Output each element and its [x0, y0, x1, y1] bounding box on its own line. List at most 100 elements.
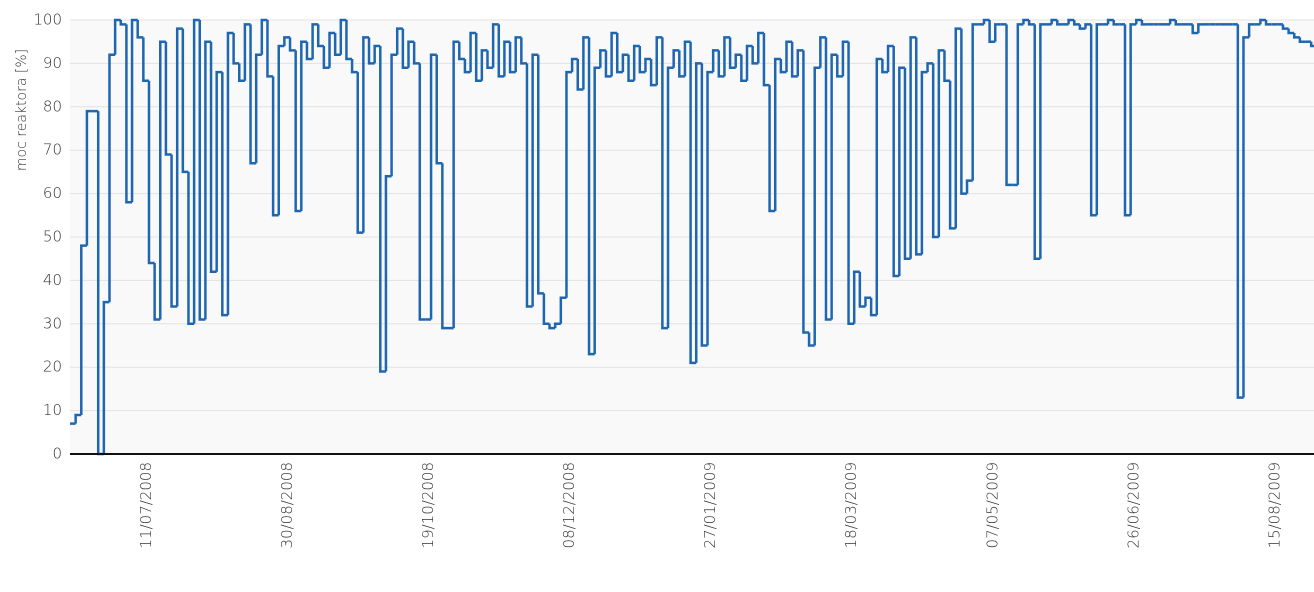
- step-segment: [1135, 18, 1142, 25]
- step-segment: [226, 31, 234, 316]
- step-segment: [892, 46, 900, 278]
- step-segment: [204, 40, 212, 320]
- step-segment: [175, 27, 183, 307]
- step-segment: [525, 63, 533, 308]
- step-segment: [187, 171, 195, 326]
- step-segment: [841, 40, 849, 77]
- step-segment: [1022, 18, 1030, 25]
- x-tick-label: 18/03/2009: [842, 462, 860, 548]
- step-segment: [898, 66, 905, 277]
- step-segment: [136, 20, 144, 39]
- step-segment: [559, 296, 567, 324]
- step-segment: [192, 18, 200, 324]
- step-segment: [503, 40, 511, 77]
- step-segment: [1084, 23, 1092, 29]
- step-segment: [254, 53, 262, 164]
- step-segment: [587, 37, 595, 356]
- y-tick-label: 100: [33, 11, 62, 29]
- step-segment: [469, 31, 477, 73]
- step-segment: [790, 41, 798, 78]
- step-segment: [238, 63, 245, 83]
- step-segment: [441, 163, 448, 330]
- step-segment: [615, 33, 623, 74]
- step-segment: [824, 37, 832, 321]
- step-segment: [362, 36, 370, 233]
- step-segment: [1197, 23, 1204, 34]
- step-segment: [813, 66, 821, 346]
- step-segment: [711, 49, 719, 73]
- step-segment: [1242, 36, 1250, 398]
- y-tick-label: 10: [43, 401, 62, 419]
- step-segment: [1298, 37, 1306, 43]
- step-segment: [1106, 18, 1114, 25]
- step-segment: [508, 41, 516, 74]
- step-segment: [661, 37, 669, 330]
- step-segment: [757, 31, 764, 64]
- step-segment: [819, 36, 826, 68]
- step-segment: [728, 37, 736, 69]
- step-segment: [627, 54, 635, 83]
- step-segment: [142, 37, 149, 83]
- step-segment: [418, 63, 426, 321]
- step-segment: [807, 332, 815, 347]
- step-segment: [119, 20, 127, 26]
- step-segment: [486, 50, 494, 69]
- step-segment: [943, 50, 951, 83]
- step-segment: [948, 80, 956, 230]
- step-segment: [435, 54, 443, 165]
- step-segment: [316, 24, 324, 48]
- step-segment: [875, 57, 883, 316]
- step-segment: [694, 62, 702, 363]
- step-segment: [644, 57, 652, 73]
- step-segment: [379, 46, 386, 373]
- step-segment: [164, 41, 172, 156]
- step-segment: [982, 18, 990, 25]
- step-segment: [514, 36, 522, 73]
- step-segment: [249, 24, 257, 165]
- step-segment: [621, 53, 629, 73]
- step-segment: [638, 46, 646, 74]
- step-segment: [373, 44, 381, 64]
- step-segment: [260, 18, 268, 55]
- step-segment: [836, 54, 843, 78]
- step-segment: [429, 53, 437, 320]
- step-segment: [147, 80, 155, 265]
- step-segment: [288, 37, 296, 52]
- step-segment: [762, 33, 770, 87]
- x-tick-label: 19/10/2008: [419, 462, 437, 548]
- step-segment: [954, 27, 962, 229]
- step-segment: [1264, 20, 1272, 26]
- step-segment: [700, 63, 708, 347]
- step-segment: [1027, 20, 1035, 26]
- step-segment: [1281, 24, 1289, 30]
- step-segment: [339, 18, 347, 55]
- step-segment: [328, 31, 336, 68]
- step-segment: [734, 53, 742, 68]
- step-segment: [102, 300, 110, 454]
- step-segment: [881, 59, 889, 74]
- step-segment: [452, 40, 460, 329]
- step-segment: [271, 76, 279, 217]
- step-segment: [480, 49, 488, 81]
- step-segment: [1191, 24, 1199, 35]
- step-segment: [458, 41, 465, 61]
- step-segment: [1123, 24, 1131, 217]
- step-segment: [864, 296, 872, 307]
- step-segment: [181, 28, 189, 174]
- step-segment: [1129, 23, 1137, 216]
- step-segment: [632, 44, 640, 81]
- y-tick-label: 50: [43, 228, 62, 246]
- step-segment: [1095, 23, 1103, 216]
- step-segment: [965, 179, 973, 194]
- step-segment: [548, 323, 556, 330]
- step-segment: [277, 44, 285, 216]
- step-segment: [796, 49, 804, 77]
- step-segment: [198, 20, 206, 321]
- step-segment: [1078, 24, 1086, 30]
- step-segment: [108, 53, 116, 303]
- step-segment: [367, 37, 375, 65]
- x-tick-label: 30/08/2008: [278, 462, 296, 548]
- x-tick-label: 07/05/2009: [983, 462, 1001, 548]
- step-segment: [683, 40, 691, 77]
- x-tick-label: 26/06/2009: [1124, 462, 1142, 548]
